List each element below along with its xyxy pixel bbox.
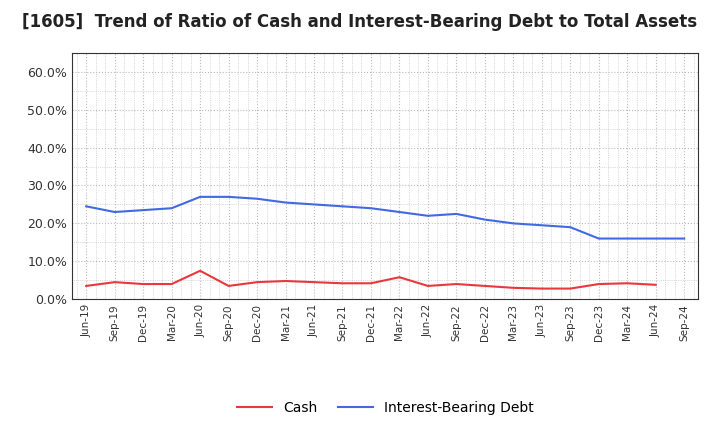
Cash (338, 281, 347, 286)
Interest-Bearing Debt (566, 224, 575, 230)
Cash (310, 279, 318, 285)
Cash (537, 286, 546, 291)
Cash (452, 282, 461, 287)
Cash (652, 282, 660, 287)
Interest-Bearing Debt (509, 221, 518, 226)
Cash (139, 282, 148, 287)
Interest-Bearing Debt (680, 236, 688, 241)
Cash (253, 279, 261, 285)
Cash (82, 283, 91, 289)
Cash (623, 281, 631, 286)
Interest-Bearing Debt (652, 236, 660, 241)
Interest-Bearing Debt (395, 209, 404, 215)
Interest-Bearing Debt (167, 205, 176, 211)
Interest-Bearing Debt (338, 204, 347, 209)
Cash (509, 285, 518, 290)
Interest-Bearing Debt (537, 223, 546, 228)
Legend: Cash, Interest-Bearing Debt: Cash, Interest-Bearing Debt (231, 395, 539, 420)
Interest-Bearing Debt (423, 213, 432, 218)
Cash (595, 282, 603, 287)
Interest-Bearing Debt (480, 217, 489, 222)
Interest-Bearing Debt (110, 209, 119, 215)
Interest-Bearing Debt (196, 194, 204, 199)
Cash (566, 286, 575, 291)
Interest-Bearing Debt (253, 196, 261, 202)
Cash (423, 283, 432, 289)
Line: Cash: Cash (86, 271, 656, 289)
Interest-Bearing Debt (623, 236, 631, 241)
Interest-Bearing Debt (452, 211, 461, 216)
Interest-Bearing Debt (282, 200, 290, 205)
Interest-Bearing Debt (82, 204, 91, 209)
Cash (480, 283, 489, 289)
Cash (225, 283, 233, 289)
Interest-Bearing Debt (139, 208, 148, 213)
Cash (167, 282, 176, 287)
Text: [1605]  Trend of Ratio of Cash and Interest-Bearing Debt to Total Assets: [1605] Trend of Ratio of Cash and Intere… (22, 13, 698, 31)
Interest-Bearing Debt (310, 202, 318, 207)
Cash (395, 275, 404, 280)
Cash (196, 268, 204, 273)
Interest-Bearing Debt (595, 236, 603, 241)
Interest-Bearing Debt (225, 194, 233, 199)
Cash (282, 279, 290, 284)
Cash (110, 279, 119, 285)
Cash (366, 281, 375, 286)
Interest-Bearing Debt (366, 205, 375, 211)
Line: Interest-Bearing Debt: Interest-Bearing Debt (86, 197, 684, 238)
